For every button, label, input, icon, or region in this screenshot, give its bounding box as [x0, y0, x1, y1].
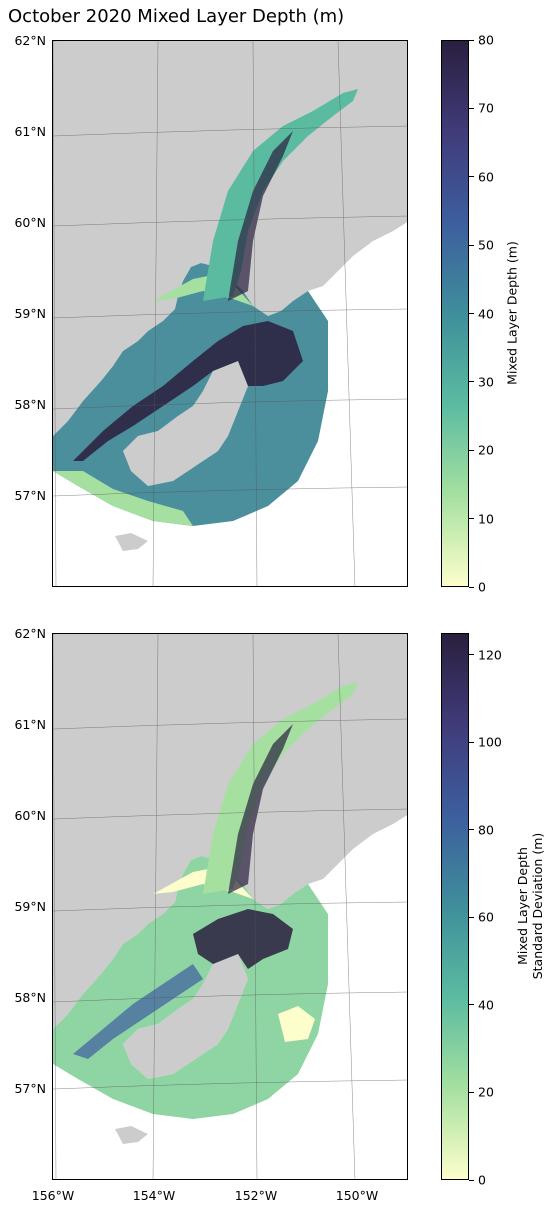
lat-label-57-bottom: 57°N — [14, 1081, 46, 1096]
graticule-mean — [53, 41, 407, 586]
ocean-mld-mean — [53, 89, 358, 526]
colorbar-mean-tick-label: 60 — [478, 169, 494, 185]
map-panel-mean — [52, 40, 408, 587]
colorbar-std — [441, 633, 469, 1180]
lat-label-59-bottom: 59°N — [14, 899, 46, 914]
colorbar-std-tick — [469, 1179, 474, 1181]
colorbar-std-tick — [469, 1091, 474, 1093]
colorbar-mean-tick — [469, 176, 474, 178]
lat-label-57-top: 57°N — [14, 488, 46, 503]
colorbar-mean-tick — [469, 39, 474, 41]
colorbar-std-tick — [469, 829, 474, 831]
lat-label-59-top: 59°N — [14, 306, 46, 321]
lat-label-58-top: 58°N — [14, 397, 46, 412]
colorbar-std-tick-label: 20 — [478, 1084, 494, 1100]
colorbar-mean-tick — [469, 586, 474, 588]
map-panel-std — [52, 633, 408, 1180]
map-mean-svg — [53, 41, 407, 586]
colorbar-std-tick-label: 60 — [478, 909, 494, 925]
lat-label-61-top: 61°N — [14, 124, 46, 139]
lon-label-152: 152°W — [234, 1188, 278, 1203]
colorbar-mean-tick-label: 40 — [478, 306, 494, 321]
colorbar-std-tick-label: 0 — [478, 1172, 486, 1188]
colorbar-std-label-line2: Standard Deviation (m) — [530, 832, 545, 980]
figure-title: October 2020 Mixed Layer Depth (m) — [8, 6, 345, 27]
colorbar-mean-tick-label: 30 — [478, 374, 494, 390]
lat-label-62-bottom: 62°N — [14, 626, 46, 641]
lat-label-62-top: 62°N — [14, 33, 46, 48]
colorbar-std-tick-label: 40 — [478, 997, 494, 1013]
ocean-mld-std — [53, 682, 358, 1119]
colorbar-mean-tick — [469, 381, 474, 383]
lat-label-61-bottom: 61°N — [14, 717, 46, 732]
colorbar-std-tick — [469, 1004, 474, 1006]
colorbar-std-tick-label: 100 — [478, 734, 502, 750]
colorbar-std-tick — [469, 741, 474, 743]
colorbar-mean-tick-label: 70 — [478, 100, 494, 116]
colorbar-std-tick — [469, 916, 474, 918]
lat-label-60-bottom: 60°N — [14, 808, 46, 823]
colorbar-mean-tick — [469, 449, 474, 451]
colorbar-std-tick-label: 80 — [478, 822, 494, 838]
colorbar-std-label: Mixed Layer Depth Standard Deviation (m) — [515, 816, 545, 996]
colorbar-std-label-line1: Mixed Layer Depth — [515, 847, 530, 965]
colorbar-std-tick — [469, 654, 474, 656]
colorbar-mean-tick-label: 80 — [478, 32, 494, 48]
colorbar-mean-tick — [469, 518, 474, 520]
colorbar-mean-tick-label: 10 — [478, 511, 494, 527]
colorbar-mean-tick — [469, 313, 474, 314]
lon-label-150: 150°W — [335, 1188, 379, 1203]
lat-label-60-top: 60°N — [14, 215, 46, 230]
map-std-svg — [53, 634, 407, 1179]
colorbar-std-tick-label: 120 — [478, 647, 502, 663]
lon-label-156: 156°W — [31, 1188, 75, 1203]
colorbar-mean-tick — [469, 107, 474, 109]
colorbar-mean-tick — [469, 244, 474, 246]
colorbar-mean — [441, 40, 469, 587]
lat-label-58-bottom: 58°N — [14, 990, 46, 1005]
colorbar-mean-tick-label: 50 — [478, 237, 494, 253]
colorbar-mean-label: Mixed Layer Depth (m) — [504, 241, 520, 385]
lon-label-154: 154°W — [132, 1188, 176, 1203]
colorbar-mean-tick-label: 20 — [478, 442, 494, 458]
colorbar-mean-tick-label: 0 — [478, 579, 486, 595]
graticule-std — [53, 634, 407, 1179]
